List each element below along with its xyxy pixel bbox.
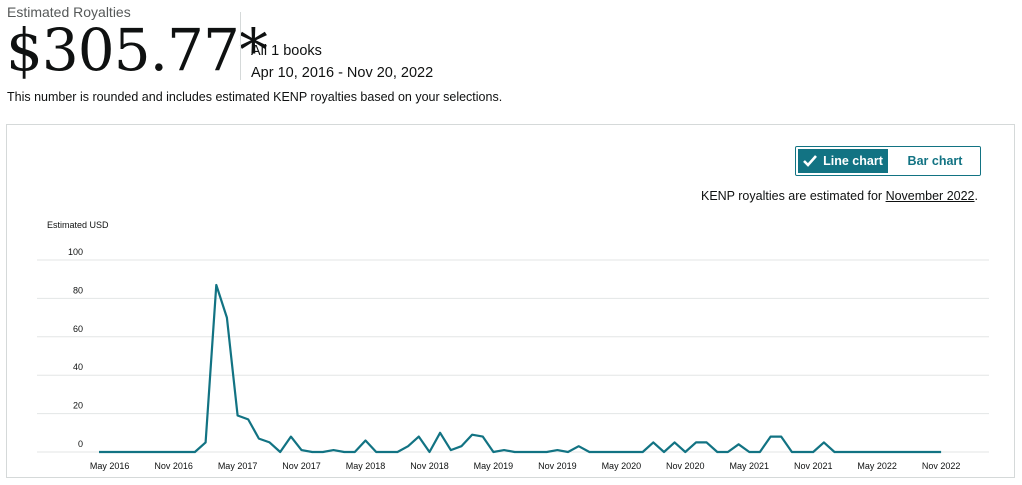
- y-tick-label: 20: [73, 401, 83, 411]
- bar-chart-label: Bar chart: [907, 154, 963, 168]
- kenp-note-suffix: .: [974, 189, 978, 203]
- y-tick-label: 40: [73, 362, 83, 372]
- y-tick-label: 100: [68, 247, 83, 257]
- x-tick-label: Nov 2020: [666, 461, 705, 471]
- y-axis-title: Estimated USD: [47, 220, 109, 230]
- bar-chart-button[interactable]: Bar chart: [890, 147, 980, 175]
- x-tick-label: Nov 2016: [154, 461, 193, 471]
- y-tick-label: 80: [73, 285, 83, 295]
- x-tick-label: May 2017: [218, 461, 258, 471]
- x-tick-label: Nov 2017: [282, 461, 321, 471]
- x-tick-label: May 2016: [90, 461, 130, 471]
- chart-card: Line chart Bar chart KENP royalties are …: [6, 124, 1015, 478]
- y-tick-label: 0: [78, 439, 83, 449]
- x-tick-label: Nov 2019: [538, 461, 577, 471]
- kenp-note: KENP royalties are estimated for Novembe…: [701, 189, 978, 203]
- kenp-note-prefix: KENP royalties are estimated for: [700, 189, 886, 203]
- chart-type-toggle: Line chart Bar chart: [795, 146, 981, 176]
- kenp-month-link[interactable]: November 2022: [885, 189, 975, 203]
- page-title: Estimated Royalties: [7, 4, 131, 20]
- x-tick-label: Nov 2022: [922, 461, 961, 471]
- x-tick-label: Nov 2018: [410, 461, 449, 471]
- date-range: Apr 10, 2016 - Nov 20, 2022: [251, 65, 434, 81]
- rounding-note: This number is rounded and includes esti…: [7, 90, 503, 104]
- header-divider: [240, 12, 241, 80]
- x-tick-label: May 2020: [602, 461, 642, 471]
- line-chart-button[interactable]: Line chart: [796, 147, 890, 175]
- x-tick-label: Nov 2021: [794, 461, 833, 471]
- series-line: [99, 283, 942, 454]
- x-tick-label: May 2018: [346, 461, 386, 471]
- x-tick-label: May 2019: [474, 461, 514, 471]
- x-tick-label: May 2022: [857, 461, 897, 471]
- royalties-amount: $305.77*: [6, 16, 268, 84]
- royalties-line-chart: Estimated USD 0 20 40 60 80 100 May 2016 Nov 201…: [37, 220, 989, 471]
- checkmark-icon: [803, 155, 818, 167]
- line-chart-label: Line chart: [823, 154, 883, 168]
- books-count: All 1 books: [251, 43, 322, 59]
- y-tick-label: 60: [73, 324, 83, 334]
- x-tick-label: May 2021: [729, 461, 769, 471]
